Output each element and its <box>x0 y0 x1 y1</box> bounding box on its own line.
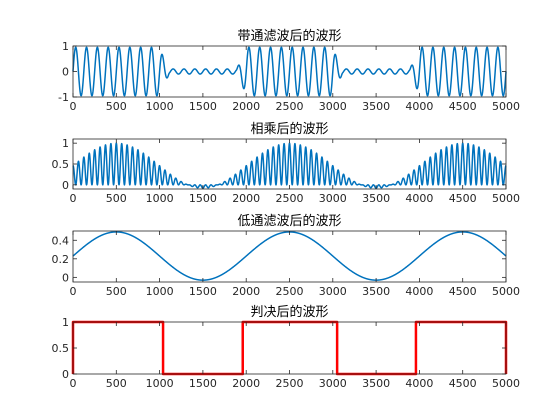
decision-x-tick-label: 500 <box>106 377 127 390</box>
bandpass-x-tick-label: 2000 <box>232 100 260 113</box>
multiply-x-tick-label: 500 <box>106 192 127 205</box>
decision-x-tick-label: 0 <box>70 377 77 390</box>
multiply-x-tick-label: 1500 <box>189 192 217 205</box>
lowpass-x-tick-label: 500 <box>106 285 127 298</box>
decision-x-tick-label: 4000 <box>405 377 433 390</box>
multiply-x-tick-label: 0 <box>70 192 77 205</box>
lowpass-x-tick-label: 4500 <box>449 285 477 298</box>
bandpass-x-tick-label: 500 <box>106 100 127 113</box>
lowpass-x-tick-label: 3500 <box>362 285 390 298</box>
multiply-x-tick-label: 4000 <box>405 192 433 205</box>
decision-x-tick-label: 4500 <box>449 377 477 390</box>
bandpass-x-tick-label: 2500 <box>276 100 304 113</box>
decision-panel: 判决后的波形 0 500 1000 1500 2000 2500 3000 3500 4000 4… <box>52 304 521 390</box>
multiply-x-tick-label: 3500 <box>362 192 390 205</box>
decision-x-tick-label: 5000 <box>492 377 520 390</box>
multiply-x-tick-label: 4500 <box>449 192 477 205</box>
lowpass-x-tick-label: 2500 <box>276 285 304 298</box>
multiply-x-tick-label: 5000 <box>492 192 520 205</box>
multiply-title: 相乘后的波形 <box>250 121 328 137</box>
decision-title: 判决后的波形 <box>250 304 328 320</box>
lowpass-x-tick-label: 5000 <box>492 285 520 298</box>
bandpass-x-tick-label: 1000 <box>146 100 174 113</box>
multiply-x-tick-label: 2000 <box>232 192 260 205</box>
decision-x-tick-label: 2000 <box>232 377 260 390</box>
bandpass-x-tick-label: 3000 <box>319 100 347 113</box>
decision-x-tick-label: 3500 <box>362 377 390 390</box>
bandpass-series-line <box>72 46 507 97</box>
decision-y-tick-label: 0 <box>62 368 69 381</box>
lowpass-y-tick-label: 0.2 <box>52 253 70 266</box>
lowpass-x-tick-label: 0 <box>70 285 77 298</box>
decision-x-tick-label: 1500 <box>189 377 217 390</box>
bandpass-y-tick-label: -1 <box>58 91 69 104</box>
decision-x-tick-label: 2500 <box>276 377 304 390</box>
multiply-panel: 相乘后的波形 0 500 1000 1500 2000 2500 3000 3500 4000 4… <box>52 121 521 205</box>
decision-y-tick-label: 1 <box>62 316 69 329</box>
decision-x-tick-label: 3000 <box>319 377 347 390</box>
lowpass-title: 低通滤波后的波形 <box>237 213 341 229</box>
lowpass-x-tick-label: 4000 <box>405 285 433 298</box>
multiply-y-tick-label: 0.5 <box>52 158 70 171</box>
lowpass-y-tick-label: 0 <box>62 271 69 284</box>
bandpass-panel: 带通滤波后的波形 0 500 1000 1500 2000 2500 3000 3500 400… <box>58 28 520 113</box>
lowpass-x-tick-label: 1000 <box>146 285 174 298</box>
multiply-y-tick-label: 1 <box>62 137 69 150</box>
lowpass-y-tick-label: 0.4 <box>52 234 70 247</box>
multiply-y-tick-label: 0 <box>62 179 69 192</box>
bandpass-x-tick-label: 1500 <box>189 100 217 113</box>
bandpass-y-tick-label: 1 <box>62 40 69 53</box>
multiply-x-tick-label: 1000 <box>146 192 174 205</box>
bandpass-x-tick-label: 5000 <box>492 100 520 113</box>
bandpass-x-tick-label: 4500 <box>449 100 477 113</box>
bandpass-x-tick-label: 4000 <box>405 100 433 113</box>
lowpass-x-tick-label: 2000 <box>232 285 260 298</box>
lowpass-panel: 低通滤波后的波形 0 500 1000 1500 2000 2500 3000 3500 400… <box>52 213 521 298</box>
multiply-series-line <box>72 142 507 189</box>
bandpass-y-tick-label: 0 <box>62 66 69 79</box>
multiply-x-tick-label: 3000 <box>319 192 347 205</box>
bandpass-title: 带通滤波后的波形 <box>237 28 341 44</box>
decision-x-tick-label: 1000 <box>146 377 174 390</box>
decision-y-tick-label: 0.5 <box>52 342 70 355</box>
bandpass-x-tick-label: 3500 <box>362 100 390 113</box>
multiply-x-tick-label: 2500 <box>276 192 304 205</box>
lowpass-x-tick-label: 3000 <box>319 285 347 298</box>
bandpass-x-tick-label: 0 <box>70 100 77 113</box>
lowpass-x-tick-label: 1500 <box>189 285 217 298</box>
